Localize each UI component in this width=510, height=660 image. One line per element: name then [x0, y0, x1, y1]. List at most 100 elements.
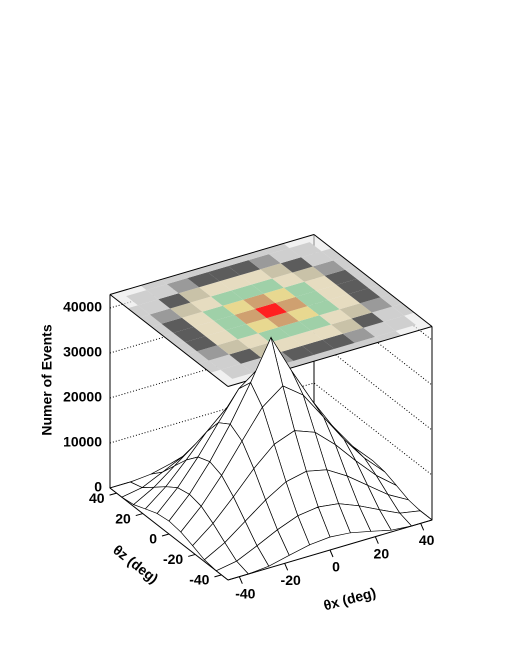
contour-cell [207, 266, 240, 282]
contour-cell [225, 324, 259, 340]
contour-cell [313, 348, 341, 360]
box-edge [109, 294, 229, 387]
x-axis-title: θx (deg) [322, 584, 378, 613]
contour-cell [229, 348, 262, 364]
tick-mark [161, 533, 170, 537]
contour-cell [295, 290, 328, 307]
contour-cell [354, 336, 381, 348]
contour-cell [202, 305, 235, 321]
contour-cell [333, 257, 356, 270]
y-tick-label: -20 [163, 551, 183, 567]
contour-cell [190, 296, 223, 312]
contour-cell [263, 243, 290, 255]
contour-cell [201, 261, 229, 273]
contour-cell [290, 330, 323, 346]
contour-cell [231, 284, 264, 300]
contour-cell [371, 306, 405, 322]
contour-cell [287, 306, 320, 322]
contour-cell [380, 294, 403, 307]
contour-cell [228, 260, 261, 276]
contour-cell [258, 327, 291, 343]
contour-cell [289, 242, 322, 258]
y-tick-label: 40 [89, 490, 105, 506]
contour-cell [174, 342, 197, 355]
tick-mark [109, 492, 117, 496]
contour-cell [301, 251, 334, 267]
contour-cell [280, 257, 313, 273]
contour-cell [324, 269, 357, 285]
grid-line [109, 382, 433, 476]
contour-cell [222, 255, 249, 267]
tick-mark [135, 513, 143, 517]
contour-cell [348, 288, 381, 304]
contour-cell [251, 278, 284, 294]
contour-cell [363, 321, 396, 337]
tick-mark [374, 536, 379, 544]
y-tick-label: 20 [115, 510, 131, 526]
contour-cell [166, 278, 200, 294]
contour-cell [237, 333, 270, 349]
contour-cell [319, 309, 352, 325]
contour-cell [198, 360, 221, 373]
contour-cell [146, 284, 179, 300]
tick-mark [329, 549, 334, 558]
z-tick-label: 0 [94, 479, 102, 495]
contour-cell [307, 300, 340, 316]
z-tick-label: 20000 [63, 389, 102, 405]
tick-mark [214, 574, 222, 578]
x-tick-label: -20 [281, 572, 301, 588]
contour-cell [139, 314, 162, 327]
contour-cell [181, 311, 215, 327]
contour-cell [360, 297, 393, 313]
tick-mark [284, 563, 289, 571]
contour-cell [312, 260, 346, 276]
contour-cell [222, 299, 255, 315]
z-tick-label: 30000 [63, 344, 102, 360]
box-edge [313, 234, 433, 327]
y-axis-title: θz (deg) [110, 541, 161, 586]
contour-cell [336, 278, 369, 295]
contour-cell [316, 284, 349, 301]
contour-cell [383, 315, 416, 331]
contour-cell [140, 279, 167, 291]
contour-cell [339, 303, 372, 319]
contour-cell [243, 293, 276, 309]
contour-cell [272, 272, 305, 288]
contour-cell [248, 254, 281, 270]
contour-cell [292, 266, 325, 282]
contour-cell [266, 312, 299, 328]
contour-cell [158, 293, 191, 309]
contour-cell [281, 345, 314, 361]
contour-cell [234, 308, 267, 325]
x-tick-label: 20 [374, 545, 390, 561]
box-edge [109, 234, 315, 295]
contour-cell [219, 275, 252, 291]
contour-cell [126, 290, 159, 306]
grid-line [109, 292, 433, 386]
contour-cell [137, 299, 171, 315]
contour-cell [310, 324, 343, 340]
contour-cell [187, 272, 220, 288]
contour-cell [334, 342, 361, 354]
contour-cell [351, 312, 384, 328]
contour-cell [210, 290, 244, 306]
contour-cell [242, 249, 269, 261]
contour-cell [196, 345, 230, 361]
contour-cell [331, 318, 364, 334]
y-tick-label: 0 [149, 531, 157, 547]
z-axis-title: Numer of Events [39, 324, 55, 435]
x-tick-label: -40 [235, 585, 255, 601]
contour-cell [293, 354, 320, 366]
contour-cell [170, 302, 203, 318]
tick-mark [238, 576, 243, 584]
contour-cell [278, 321, 311, 337]
contour-cell [298, 315, 332, 331]
contour-cell [321, 248, 344, 261]
contour-cell [246, 318, 279, 334]
x-tick-label: 40 [419, 532, 435, 548]
contour-cell [163, 332, 186, 346]
contour-cell [375, 330, 402, 342]
contour-cell [151, 323, 174, 336]
contour-cell [193, 320, 226, 337]
contour-cell [208, 354, 241, 370]
